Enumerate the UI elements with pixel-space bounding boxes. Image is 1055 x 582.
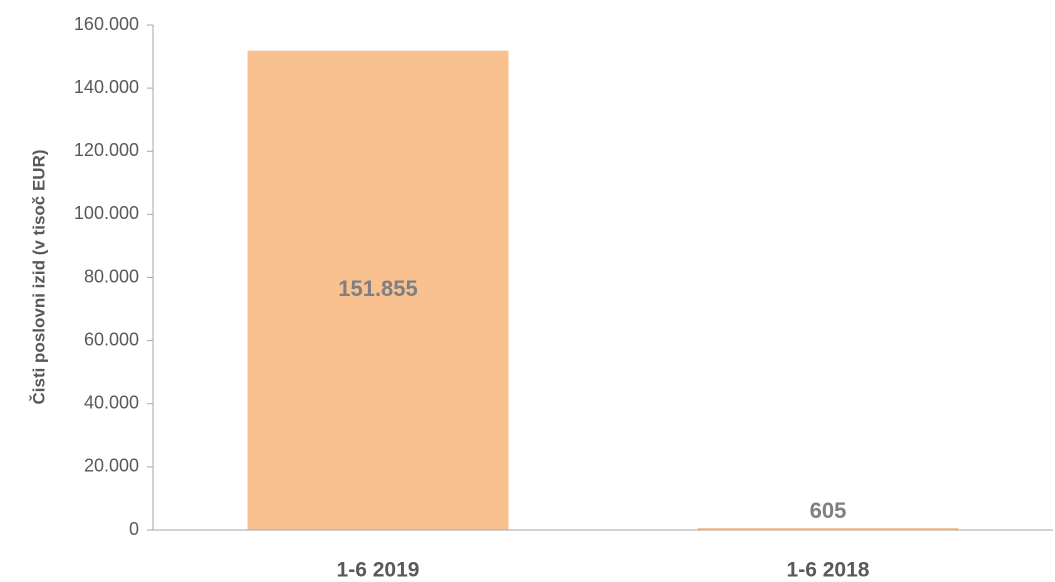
y-tick-label: 60.000	[84, 329, 139, 349]
y-tick-label: 120.000	[74, 140, 139, 160]
bar	[697, 528, 959, 530]
y-tick-label: 140.000	[74, 77, 139, 97]
y-tick-label: 160.000	[74, 14, 139, 34]
y-axis-label: Čisti poslovni izid (v tisoč EUR)	[29, 149, 48, 404]
y-tick-label: 100.000	[74, 203, 139, 223]
y-tick-label: 20.000	[84, 456, 139, 476]
data-label: 605	[810, 498, 847, 523]
x-tick-label: 1-6 2018	[787, 559, 870, 582]
y-tick-label: 40.000	[84, 393, 139, 413]
y-tick-label: 0	[129, 519, 139, 539]
x-tick-label: 1-6 2019	[337, 559, 420, 582]
bar	[247, 50, 509, 531]
y-tick-label: 80.000	[84, 266, 139, 286]
data-label: 151.855	[338, 276, 418, 301]
